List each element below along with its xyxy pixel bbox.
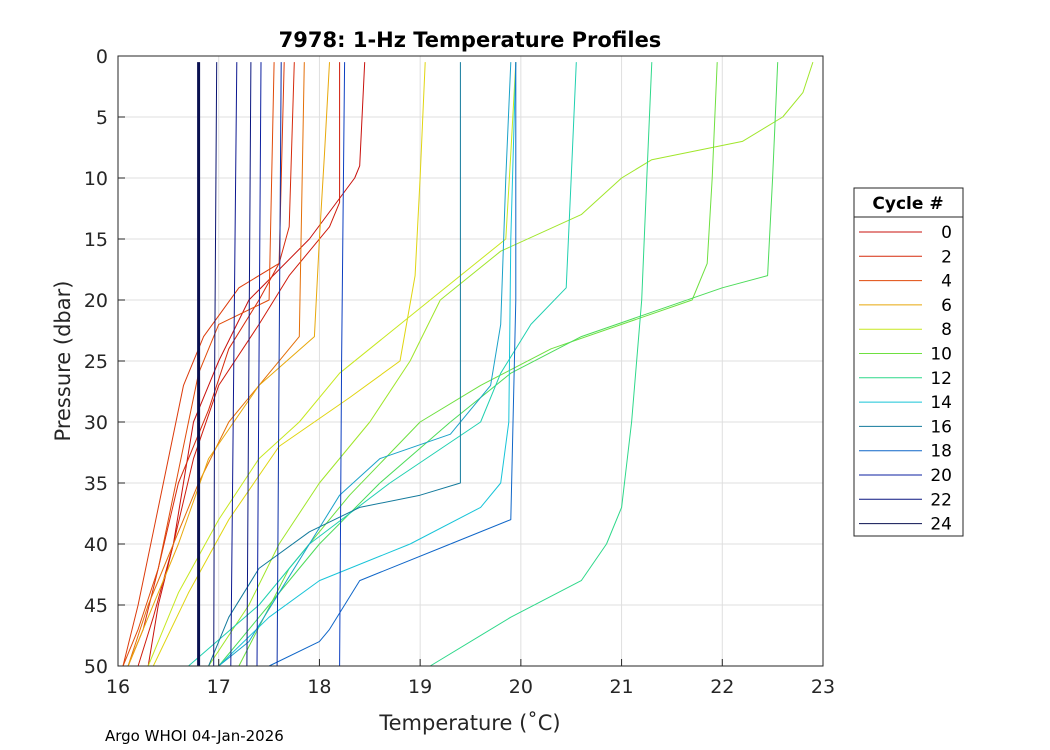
legend-label-2: 2 [941,247,952,267]
legend-box [853,187,964,537]
series-cycle-21 [230,62,238,667]
legend-label-10: 10 [930,345,952,365]
legend-title: Cycle # [872,194,943,214]
legend-label-18: 18 [930,442,952,462]
legend-label-14: 14 [930,393,952,413]
legend-label-4: 4 [941,272,952,292]
series-cycle-11 [218,62,779,667]
series-cycle-4 [122,62,275,667]
series-cycle-14 [218,62,517,667]
series-cycle-18 [339,62,346,667]
series-cycle-12 [429,62,653,667]
legend-label-16: 16 [930,417,952,437]
series-cycle-22 [246,62,252,667]
x-tick-label: 17 [207,676,231,698]
x-tick-labels: 16 17 18 19 20 21 22 23 [106,676,835,698]
series-layer [122,61,814,667]
y-tick-label: 45 [84,595,108,617]
legend-label-12: 12 [930,369,952,389]
series-cycle-17 [268,62,517,667]
legend-label-22: 22 [930,490,952,510]
x-tick-label: 16 [106,676,130,698]
y-tick-label: 15 [84,229,108,251]
series-cycle-13 [188,62,577,667]
legend-label-8: 8 [941,320,952,340]
series-cycle-9 [208,61,814,667]
legend-label-6: 6 [941,296,952,316]
y-tick-label: 5 [96,107,108,129]
series-cycle-20 [256,62,262,667]
legend-label-20: 20 [930,466,952,486]
y-tick-label: 0 [96,46,108,68]
y-tick-label: 35 [84,473,108,495]
x-tick-label: 19 [408,676,432,698]
series-cycle-7 [152,62,426,667]
x-tick-label: 20 [509,676,533,698]
x-tick-label: 22 [710,676,734,698]
series-cycle-3 [122,62,285,667]
legend-label-0: 0 [941,223,952,243]
series-cycle-19 [276,62,282,667]
x-axis-label: Temperature (˚C) [378,711,560,735]
series-cycle-15 [218,62,512,667]
series-cycle-10 [238,62,718,667]
tick-marks [117,55,824,667]
x-tick-label: 21 [609,676,633,698]
series-cycle-16 [208,62,461,667]
y-tick-label: 50 [84,656,108,678]
x-tick-label: 18 [307,676,331,698]
legend-label-24: 24 [930,515,952,535]
y-tick-label: 30 [84,412,108,434]
y-tick-labels: 0 5 10 15 20 25 30 35 40 45 50 [84,46,108,678]
y-tick-label: 25 [84,351,108,373]
credit-text: Argo WHOI 04-Jan-2026 [105,727,284,745]
series-cycle-23 [213,62,218,667]
x-tick-label: 23 [811,676,835,698]
y-axis-label: Pressure (dbar) [51,281,75,442]
y-tick-label: 40 [84,534,108,556]
y-tick-label: 10 [84,168,108,190]
chart-title: 7978: 1-Hz Temperature Profiles [279,28,662,52]
series-cycle-5 [127,62,305,667]
y-tick-label: 20 [84,290,108,312]
